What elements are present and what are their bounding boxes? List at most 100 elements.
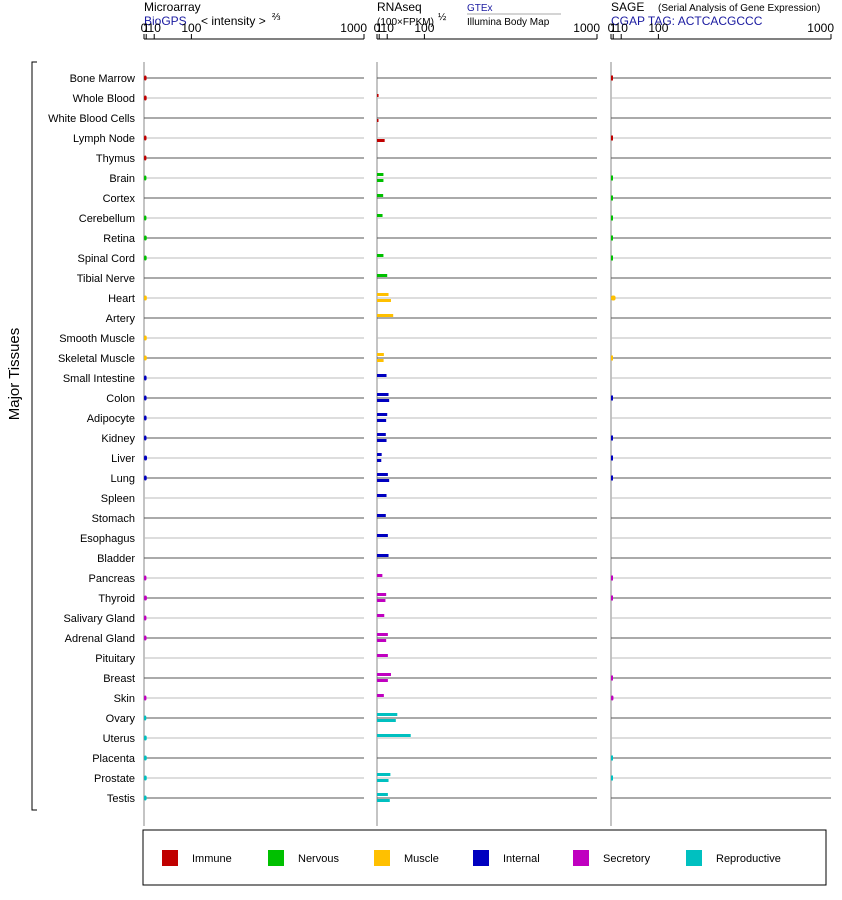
tissue-label: Salivary Gland [63,613,135,625]
microarray-tick-label: 1 [143,21,150,35]
tissue-label: Testis [107,793,136,805]
sage-bar [611,695,614,701]
tissue-label: Adipocyte [87,413,135,425]
microarray-bar [144,475,147,481]
sage-title-note: (Serial Analysis of Gene Expression) [658,3,820,14]
rnaseq-ibm-bar [377,179,384,182]
microarray-bar [144,135,147,141]
rnaseq-ibm-bar [377,119,379,122]
rnaseq-ibm-bar [377,639,387,642]
rnaseq-gtex-bar [377,694,384,697]
rnaseq-gtex-bar [377,554,389,557]
microarray-source: BioGPS [144,14,187,28]
sage-bar [611,675,613,681]
legend-swatch [473,850,489,866]
rnaseq-gtex-bar [377,374,387,377]
rnaseq-ibm-bar [377,679,388,682]
microarray-bar [144,735,147,741]
microarray-bar [144,255,147,261]
sage-bar [611,235,613,241]
rnaseq-gtex-bar [377,793,388,796]
microarray-bar [144,215,147,221]
legend-label: Muscle [404,853,439,865]
rnaseq-gtex-bar [377,654,388,657]
tissue-label: Bladder [97,553,135,565]
sage-bar [611,595,613,601]
microarray-bar [144,335,147,341]
sage-tick-label: 1000 [807,21,834,35]
rnaseq-gtex-bar [377,633,388,636]
rnaseq-title: RNAseq [377,0,422,14]
rnaseq-gtex-bar [377,254,384,257]
sage-bar [611,475,613,481]
sage-bar [611,775,613,781]
rnaseq-tick-label: 10 [381,21,395,35]
sage-bar [611,175,613,181]
tissue-label: Pituitary [95,653,135,665]
microarray-tick-label: 0 [141,21,148,35]
legend-label: Immune [192,853,232,865]
rnaseq-ibm-bar [377,459,382,462]
tissue-label: Artery [106,313,136,325]
rnaseq-ibm-bar [377,399,390,402]
tissue-label: Kidney [101,433,135,445]
rnaseq-tick-label: 1000 [573,21,600,35]
tissue-label: Heart [108,293,135,305]
tissue-label: Liver [111,453,135,465]
rnaseq-tick-label: 0 [374,21,381,35]
microarray-tick-label: 10 [148,21,162,35]
tissue-label: Tibial Nerve [77,273,135,285]
tissue-label: Placenta [92,753,136,765]
legend-swatch [162,850,178,866]
microarray-bar [144,575,147,581]
tissue-label: Skeletal Muscle [58,353,135,365]
rnaseq-ibm-bar [377,419,387,422]
rnaseq-ibm-bar [377,779,389,782]
rnaseq-gtex-bar [377,314,394,317]
rnaseq-gtex-bar [377,473,388,476]
tissue-label: Thyroid [98,593,135,605]
sage-bar [611,75,613,81]
legend-swatch [374,850,390,866]
rnaseq-gtex-bar [377,94,379,97]
expression-bars [144,75,616,802]
sage-bar [611,295,616,301]
rnaseq-unit-exponent: ½ [438,12,447,23]
rnaseq-gtex-bar [377,534,388,537]
sage-bar [611,135,613,141]
tissue-label: Brain [109,173,135,185]
sage-title: SAGE [611,0,644,14]
rnaseq-ibm-bar [377,479,390,482]
microarray-title: Microarray [144,0,201,14]
microarray-header: Microarray BioGPS < intensity > ⅔ [144,0,281,28]
microarray-bar [144,235,147,241]
y-axis-label: Major Tissues [6,328,23,421]
tissue-rows: Bone Marrow Whole Blood White Blood Cells L… [48,73,831,805]
legend-label: Internal [503,853,540,865]
tissue-label: Uterus [103,733,136,745]
rnaseq-gtex-bar [377,393,389,396]
tissue-label: Spleen [101,493,135,505]
tissue-label: Cortex [103,193,136,205]
sage-bar [611,455,613,461]
rnaseq-tick-label: 100 [414,21,434,35]
tissue-label: Lymph Node [73,133,135,145]
microarray-bar [144,415,147,421]
microarray-bar [144,615,147,621]
sage-source: CGAP TAG: ACTCACGCCC [611,14,763,28]
sage-bar [611,435,613,441]
microarray-bar [144,695,147,701]
rnaseq-ibm-bar [377,799,390,802]
legend: Immune Nervous Muscle Internal Secretory Repr… [142,829,827,886]
rnaseq-gtex-bar [377,614,385,617]
rnaseq-gtex-bar [377,274,388,277]
tissue-label: Colon [106,393,135,405]
microarray-bar [144,595,147,601]
tissue-label: Thymus [96,153,136,165]
rnaseq-unit: (100×FPKM) [377,17,434,28]
sage-tick-label: 100 [648,21,668,35]
sage-bar [611,755,613,761]
rnaseq-ibm-bar [377,599,386,602]
rnaseq-header: RNAseq (100×FPKM) ½ GTEx Illumina Body M… [377,0,561,28]
rnaseq-gtex-bar [377,673,391,676]
